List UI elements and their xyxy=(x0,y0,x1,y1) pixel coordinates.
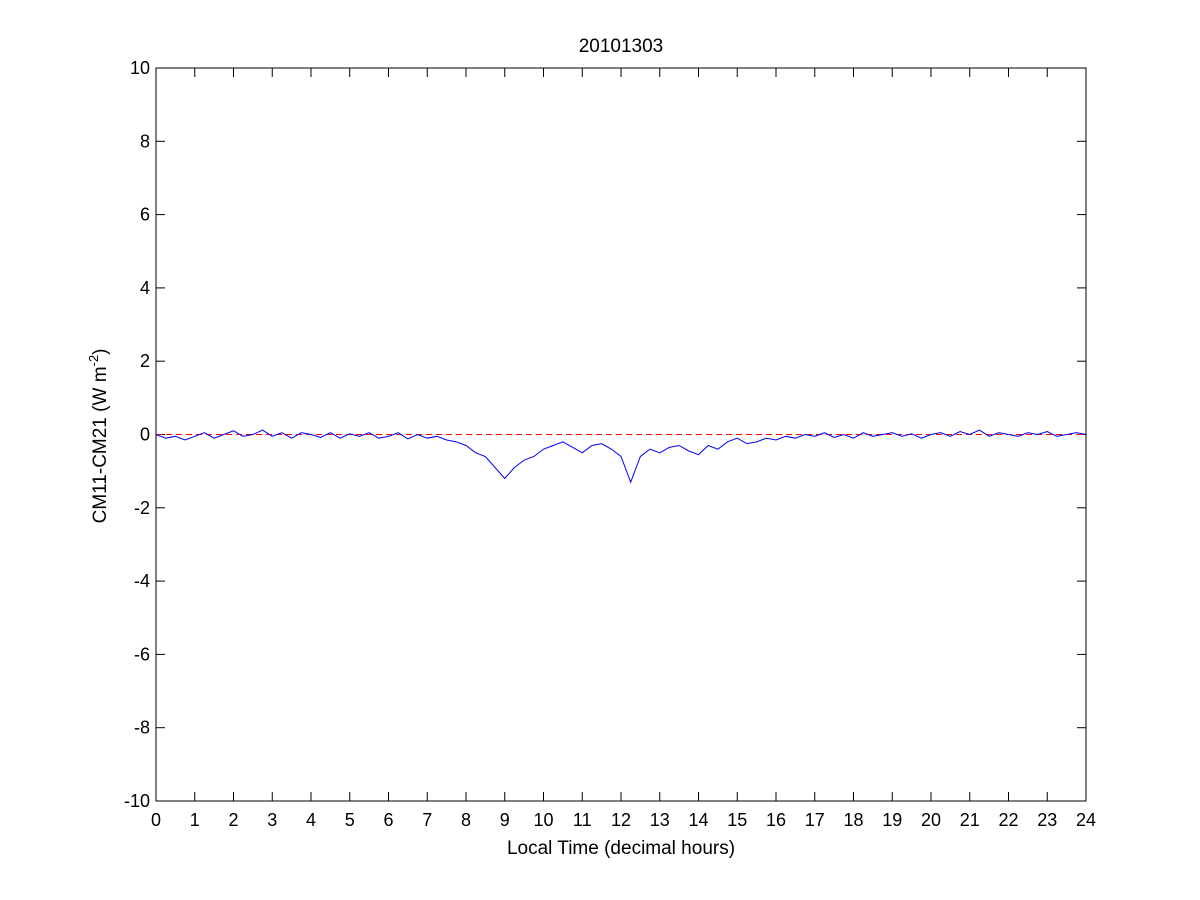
y-tick-label: 0 xyxy=(140,425,150,445)
y-tick-label: -10 xyxy=(124,791,150,811)
chart-title: 20101303 xyxy=(579,36,664,57)
x-tick-label: 14 xyxy=(688,810,708,830)
y-axis-label-superscript: -2 xyxy=(86,355,101,367)
x-tick-label: 1 xyxy=(190,810,200,830)
x-tick-label: 19 xyxy=(882,810,902,830)
x-tick-label: 17 xyxy=(805,810,825,830)
x-tick-label: 9 xyxy=(500,810,510,830)
y-tick-label: -8 xyxy=(134,718,150,738)
x-tick-label: 10 xyxy=(533,810,553,830)
x-tick-label: 8 xyxy=(461,810,471,830)
x-tick-label: 7 xyxy=(422,810,432,830)
x-tick-label: 20 xyxy=(921,810,941,830)
y-tick-label: -6 xyxy=(134,644,150,664)
x-tick-label: 0 xyxy=(151,810,161,830)
x-tick-label: 18 xyxy=(843,810,863,830)
x-tick-label: 22 xyxy=(998,810,1018,830)
x-tick-label: 21 xyxy=(960,810,980,830)
x-tick-label: 3 xyxy=(267,810,277,830)
x-tick-label: 11 xyxy=(573,810,592,830)
y-axis-label-main: CM11-CM21 (W m xyxy=(90,366,111,523)
x-tick-label: 16 xyxy=(766,810,786,830)
x-tick-label: 23 xyxy=(1037,810,1057,830)
y-tick-label: 10 xyxy=(130,58,150,78)
y-tick-label: -4 xyxy=(134,571,150,591)
x-tick-label: 5 xyxy=(345,810,355,830)
y-axis-label: CM11-CM21 (W m-2) xyxy=(86,349,111,524)
plot-frame xyxy=(155,67,1087,802)
x-tick-label: 24 xyxy=(1076,810,1096,830)
tick-labels: 0 1 2 3 4 5 6 7 8 9 10 11 12 13 14 15 16 17 18 19 20 21 22 23 24… xyxy=(124,58,1096,830)
x-tick-label: 13 xyxy=(650,810,670,830)
y-axis-label-close: ) xyxy=(90,349,111,355)
y-tick-label: 2 xyxy=(140,351,150,371)
axis-ticks xyxy=(155,67,1087,802)
x-tick-label: 4 xyxy=(306,810,316,830)
x-axis-label: Local Time (decimal hours) xyxy=(507,838,735,859)
y-tick-label: 8 xyxy=(140,131,150,151)
y-tick-label: -2 xyxy=(134,498,150,518)
x-tick-label: 15 xyxy=(727,810,747,830)
x-tick-label: 6 xyxy=(383,810,393,830)
y-tick-label: 6 xyxy=(140,205,150,225)
x-tick-label: 12 xyxy=(611,810,631,830)
x-tick-label: 2 xyxy=(228,810,238,830)
y-tick-label: 4 xyxy=(140,278,150,298)
series-line xyxy=(155,429,1087,484)
